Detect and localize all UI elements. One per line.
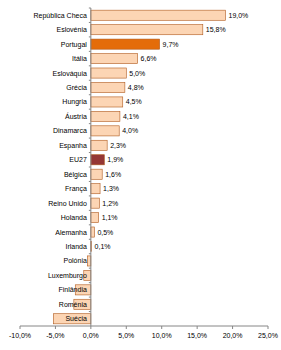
bar [91, 39, 160, 49]
data-label: 4,0% [122, 127, 138, 134]
x-tick-label: 25,0% [258, 332, 278, 339]
y-tick [89, 268, 91, 269]
category-label: Hungria [62, 98, 87, 106]
x-tick-label: 20,0% [223, 332, 243, 339]
category-label: Finlândia [58, 286, 87, 293]
category-label: Suécia [65, 315, 87, 322]
data-label: 4,8% [128, 84, 144, 91]
bar [91, 97, 123, 107]
category-label: EU27 [69, 156, 87, 163]
bar [91, 227, 95, 237]
category-label: Eslováquia [53, 70, 87, 78]
data-label: 6,6% [141, 55, 157, 62]
x-tick-label: 15,0% [187, 332, 207, 339]
y-tick [89, 253, 91, 254]
bar [91, 68, 126, 78]
y-tick [89, 36, 91, 37]
y-tick [89, 152, 91, 153]
bar [91, 155, 104, 165]
category-label: Áustria [65, 112, 87, 120]
data-label: 1,2% [102, 200, 118, 207]
x-tick [232, 326, 233, 329]
bar [91, 169, 102, 179]
data-label: 15,8% [206, 26, 226, 33]
y-tick [89, 8, 91, 9]
category-label: Portugal [61, 41, 88, 49]
data-label: 0,1% [95, 243, 111, 250]
category-label: Grécia [66, 84, 87, 91]
data-label: 5,0% [129, 70, 145, 77]
y-tick [89, 22, 91, 23]
category-label: Bélgica [64, 171, 87, 179]
y-tick [89, 311, 91, 312]
data-label: 1,1% [102, 214, 118, 221]
y-tick [89, 123, 91, 124]
y-tick [89, 181, 91, 182]
y-tick [89, 239, 91, 240]
x-tick [55, 326, 56, 329]
category-label: Luxemburgo [48, 272, 87, 280]
bar [91, 10, 226, 20]
data-label: 0,5% [97, 229, 113, 236]
y-tick [89, 297, 91, 298]
bar [91, 198, 100, 208]
data-label: 4,5% [126, 98, 142, 105]
bar [91, 111, 120, 121]
x-tick [161, 326, 162, 329]
x-tick [90, 326, 91, 329]
data-label: 1,3% [103, 185, 119, 192]
y-tick [89, 51, 91, 52]
category-label: Alemanha [55, 229, 87, 236]
bar [91, 213, 99, 223]
category-label: República Checa [34, 12, 87, 20]
y-tick [89, 94, 91, 95]
category-label: Polónia [63, 257, 86, 264]
category-label: Dinamarca [53, 127, 87, 134]
bar [91, 126, 119, 136]
category-label: Espanha [59, 142, 87, 150]
x-tick-label: 5,0% [118, 332, 134, 339]
data-label: 9,7% [163, 41, 179, 48]
x-axis-line [20, 326, 268, 327]
x-tick-label: -10,0% [9, 332, 31, 339]
category-label: Roménia [59, 301, 87, 308]
x-tick [126, 326, 127, 329]
bar [91, 54, 138, 64]
y-tick [89, 224, 91, 225]
y-tick [89, 282, 91, 283]
category-label: Itália [72, 55, 87, 62]
y-tick [89, 109, 91, 110]
data-label: 19,0% [228, 12, 248, 19]
chart: -10,0% -5,0% 0,0% 5,0% 10,0% 15,0% 20,0% 25,0% R… [0, 0, 281, 350]
x-tick-label: 0,0% [83, 332, 99, 339]
y-tick [89, 80, 91, 81]
y-tick [89, 195, 91, 196]
y-tick [89, 138, 91, 139]
category-label: Reino Unido [48, 200, 87, 207]
x-tick [20, 326, 21, 329]
bar [91, 82, 125, 92]
category-label: Holanda [61, 214, 87, 221]
bar [91, 25, 203, 35]
x-tick [197, 326, 198, 329]
x-tick [268, 326, 269, 329]
y-tick [89, 65, 91, 66]
y-tick [89, 210, 91, 211]
x-tick-label: -5,0% [46, 332, 64, 339]
data-label: 1,6% [105, 171, 121, 178]
bar [91, 184, 100, 194]
bar [91, 140, 107, 150]
category-label: França [65, 185, 87, 193]
data-label: 2,3% [110, 142, 126, 149]
x-tick-label: 10,0% [152, 332, 172, 339]
bar [53, 314, 91, 324]
y-tick [89, 167, 91, 168]
category-label: Irlanda [65, 243, 87, 250]
data-label: 1,9% [107, 156, 123, 163]
category-label: Eslovénia [56, 26, 86, 33]
bar [87, 256, 91, 266]
data-label: 4,1% [123, 113, 139, 120]
